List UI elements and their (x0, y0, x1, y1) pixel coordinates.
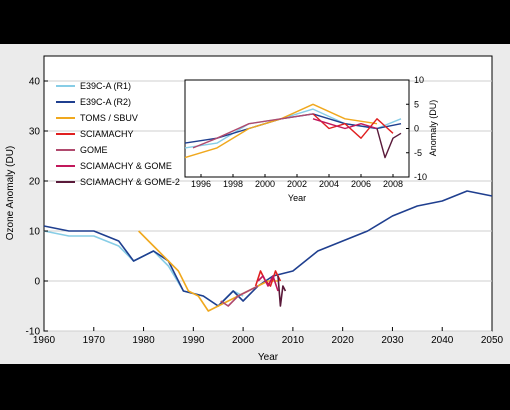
inset-y-axis-label: Anomaly (DU) (428, 100, 438, 157)
y-tick-label: -10 (26, 327, 41, 338)
inset-y-tick-label: -10 (414, 172, 427, 182)
x-tick-label: 2030 (381, 335, 404, 346)
legend-label: SCIAMACHY (80, 129, 134, 139)
inset-x-axis-label: Year (288, 193, 306, 203)
y-tick-label: 0 (34, 277, 40, 288)
series-line-3 (254, 270, 282, 287)
legend-label: GOME (80, 145, 108, 155)
x-tick-label: 1970 (83, 335, 106, 346)
x-tick-label: 2050 (481, 335, 504, 346)
x-tick-label: 2000 (232, 335, 255, 346)
y-tick-label: 10 (29, 227, 41, 238)
x-tick-label: 1990 (182, 335, 205, 346)
inset-x-tick-label: 2006 (351, 179, 371, 189)
series-line-1 (43, 190, 493, 307)
x-axis-label: Year (258, 352, 279, 363)
series-line-5 (257, 275, 279, 292)
inset-x-tick-label: 2008 (383, 179, 403, 189)
x-tick-label: 2020 (332, 335, 355, 346)
inset-series-line-6 (376, 128, 402, 159)
chart-svg: 1960 1970 1980 1990 2000 2010 2020 2030 2040 2050… (5, 55, 504, 363)
legend-label: SCIAMACHY & GOME-2 (80, 177, 180, 187)
legend-label: TOMS / SBUV (80, 113, 138, 123)
y-tick-label: 20 (29, 177, 41, 188)
inset-x-tick-label: 1996 (191, 179, 211, 189)
series-line-4 (220, 285, 259, 307)
inset-series-line-3 (312, 113, 394, 139)
inset-series-line-5 (312, 118, 378, 130)
legend-label: E39C-A (R2) (80, 97, 131, 107)
inset-x-tick-label: 1998 (223, 179, 243, 189)
legend-label: SCIAMACHY & GOME (80, 161, 172, 171)
inset-y-tick-label: 5 (414, 99, 419, 109)
inset-series-line-4 (192, 113, 314, 149)
x-tick-label: 1960 (33, 335, 56, 346)
x-tick-label: 2040 (431, 335, 454, 346)
inset-y-tick-label: -5 (414, 148, 422, 158)
y-tick-label: 40 (29, 77, 41, 88)
x-tick-label: 2010 (282, 335, 305, 346)
y-tick-label: 30 (29, 127, 41, 138)
inset-y-tick-label: 10 (414, 75, 424, 85)
chart-frame: 1960 1970 1980 1990 2000 2010 2020 2030 2040 2050… (0, 44, 510, 364)
inset-x-tick-label: 2002 (287, 179, 307, 189)
inset-x-tick-label: 2004 (319, 179, 339, 189)
inset-x-tick-label: 2000 (255, 179, 275, 189)
inset-y-tick-label: 0 (414, 124, 419, 134)
series-line-6 (277, 275, 287, 307)
legend-label: E39C-A (R1) (80, 81, 131, 91)
x-tick-label: 1980 (132, 335, 155, 346)
y-axis-label: Ozone Anomaly (DU) (5, 146, 16, 240)
